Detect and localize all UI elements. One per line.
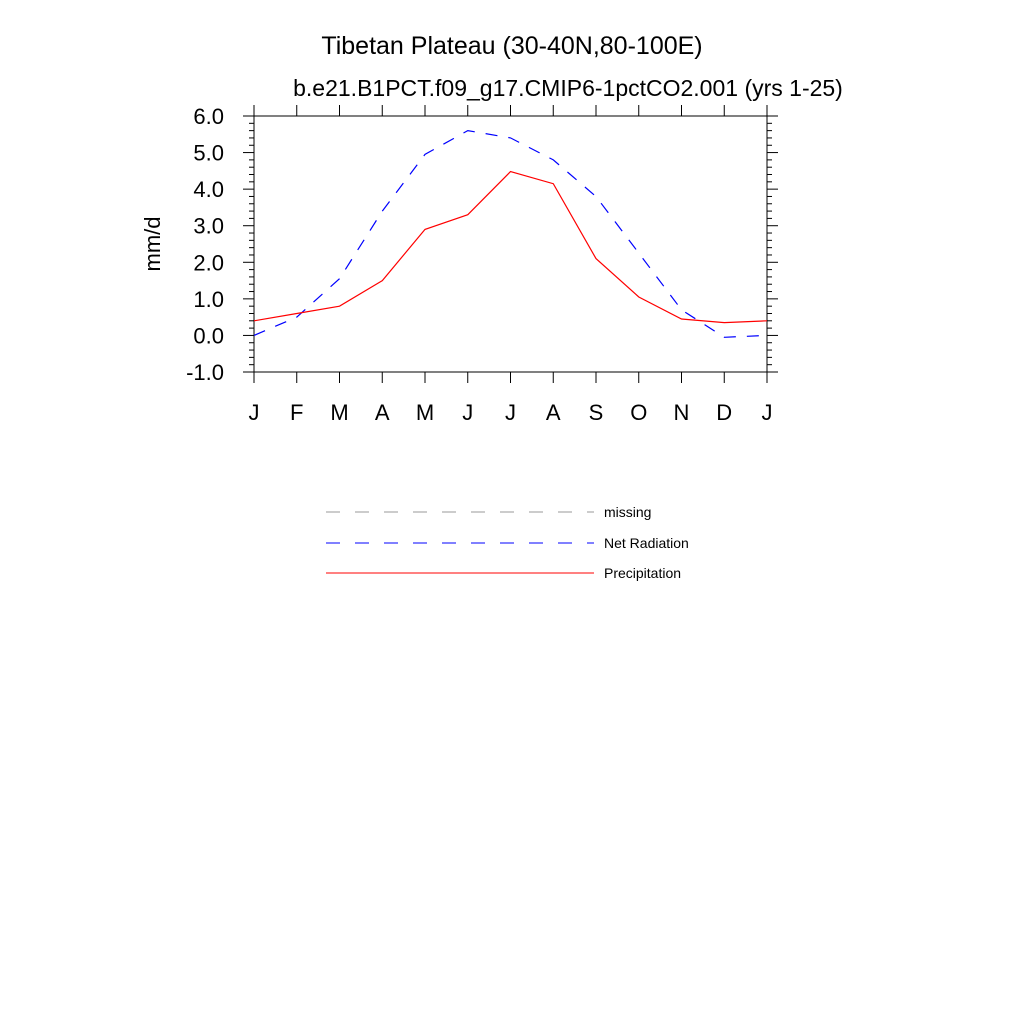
x-tick-label: A bbox=[546, 400, 561, 425]
legend-label-precipitation: Precipitation bbox=[604, 565, 681, 581]
x-tick-label: M bbox=[330, 400, 348, 425]
x-tick-label: O bbox=[630, 400, 647, 425]
x-tick-label: J bbox=[505, 400, 516, 425]
x-tick-label: J bbox=[249, 400, 260, 425]
x-tick-label: J bbox=[762, 400, 773, 425]
chart-title: Tibetan Plateau (30-40N,80-100E) bbox=[321, 32, 702, 60]
y-tick-label: 5.0 bbox=[193, 141, 224, 166]
y-tick-label: 1.0 bbox=[193, 287, 224, 312]
legend: missing Net Radiation Precipitation bbox=[326, 504, 689, 581]
y-tick-label: 3.0 bbox=[193, 214, 224, 239]
series-line-net-radiation bbox=[253, 129, 768, 338]
y-tick-label: 2.0 bbox=[193, 250, 224, 275]
chart-subtitle: b.e21.B1PCT.f09_g17.CMIP6-1pctCO2.001 (y… bbox=[293, 75, 843, 101]
x-tick-label: N bbox=[674, 400, 690, 425]
plot-frame bbox=[253, 115, 768, 373]
y-tick-label: 4.0 bbox=[193, 177, 224, 202]
y-tick-label: 6.0 bbox=[193, 104, 224, 129]
y-tick-label: -1.0 bbox=[186, 360, 224, 385]
legend-label-net-radiation: Net Radiation bbox=[604, 535, 689, 551]
y-axis-label: mm/d bbox=[140, 217, 165, 272]
y-tick-label: 0.0 bbox=[193, 323, 224, 348]
plot-area: 6.0 5.0 4.0 3.0 2.0 1.0 0.0 -1.0 J F M A M J J A S O N D J bbox=[186, 104, 778, 425]
series-line-precipitation bbox=[253, 170, 768, 324]
x-tick-label: J bbox=[462, 400, 473, 425]
x-tick-label: F bbox=[290, 400, 303, 425]
x-tick-label: S bbox=[589, 400, 604, 425]
x-tick-label: D bbox=[716, 400, 732, 425]
x-tick-label: A bbox=[375, 400, 390, 425]
legend-label-missing: missing bbox=[604, 504, 651, 520]
x-tick-label: M bbox=[416, 400, 434, 425]
